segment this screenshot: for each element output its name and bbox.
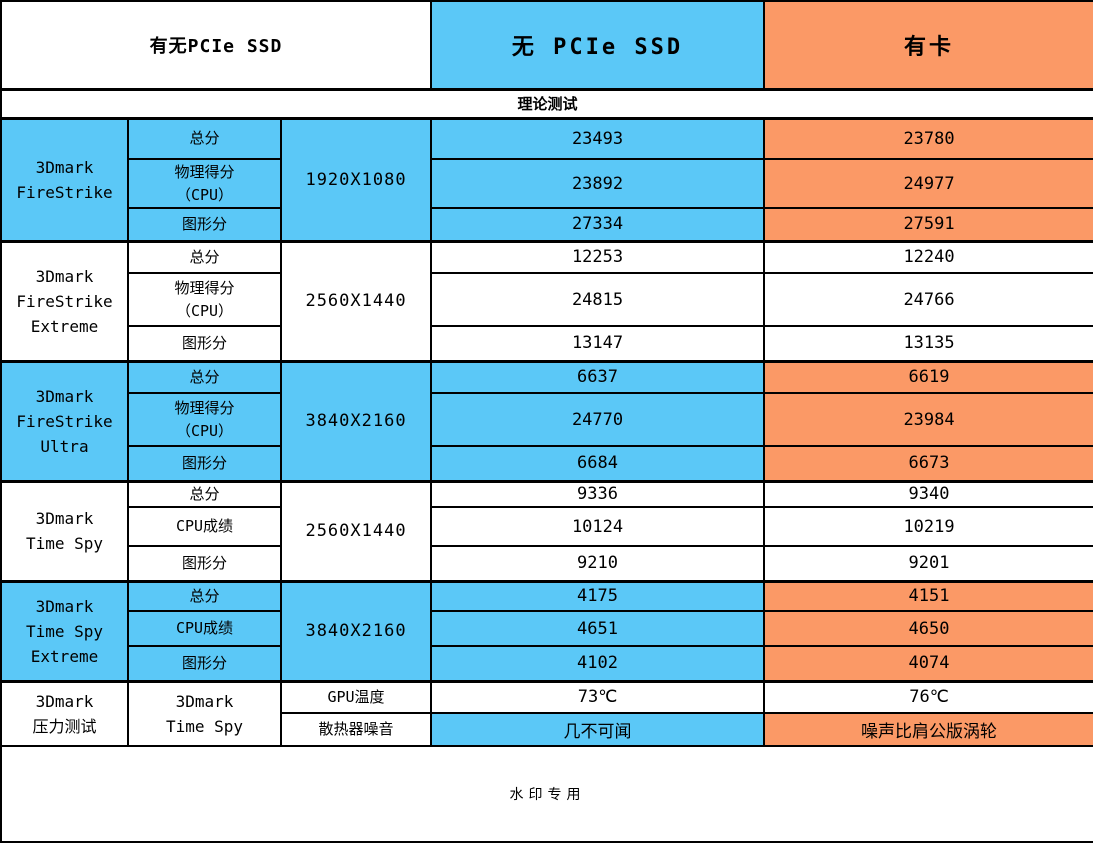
value-with-card: 4151 [763, 579, 1093, 612]
value-with-card: 23984 [763, 392, 1093, 447]
metric-label-cell: 物理得分 （CPU） [127, 158, 282, 209]
value-with-card: 6619 [763, 359, 1093, 394]
metric-label-cell: GPU温度 [279, 679, 433, 714]
value-with-card: 4650 [763, 610, 1093, 647]
value-no-pcie-ssd: 24770 [430, 392, 766, 447]
value-no-pcie-ssd: 12253 [430, 239, 766, 274]
value-with-card: 6673 [763, 445, 1093, 482]
test-name-cell: 3Dmark FireStrike [0, 116, 129, 242]
value-no-pcie-ssd: 6684 [430, 445, 766, 482]
stress-test-name-cell: 3Dmark 压力测试 [0, 679, 129, 747]
header-col-with-card: 有卡 [763, 0, 1093, 90]
value-with-card: 27591 [763, 207, 1093, 242]
metric-label-cell: 总分 [127, 359, 282, 394]
value-no-pcie-ssd: 9210 [430, 545, 766, 582]
metric-label-cell: 物理得分 （CPU） [127, 392, 282, 447]
metric-label-cell: 图形分 [127, 445, 282, 482]
value-with-card: 9340 [763, 479, 1093, 508]
value-no-pcie-ssd: 10124 [430, 506, 766, 547]
metric-label-cell: 总分 [127, 579, 282, 612]
value-no-pcie-ssd: 13147 [430, 325, 766, 362]
metric-label-cell: 图形分 [127, 645, 282, 682]
value-with-card: 23780 [763, 116, 1093, 160]
metric-label-cell: CPU成绩 [127, 506, 282, 547]
value-no-pcie-ssd: 4175 [430, 579, 766, 612]
metric-label-cell: 图形分 [127, 207, 282, 242]
value-with-card: 24977 [763, 158, 1093, 209]
value-with-card: 噪声比肩公版涡轮 [763, 712, 1093, 747]
metric-label-cell: CPU成绩 [127, 610, 282, 647]
metric-label-cell: 总分 [127, 479, 282, 508]
metric-label-cell: 散热器噪音 [279, 712, 433, 747]
watermark-cell: 水印专用 [0, 745, 1093, 843]
value-no-pcie-ssd: 24815 [430, 272, 766, 327]
value-no-pcie-ssd: 23493 [430, 116, 766, 160]
value-with-card: 4074 [763, 645, 1093, 682]
resolution-cell: 2560X1440 [279, 479, 433, 582]
resolution-cell: 3840X2160 [279, 359, 433, 482]
metric-label-cell: 物理得分 （CPU） [127, 272, 282, 327]
test-name-cell: 3Dmark FireStrike Extreme [0, 239, 129, 362]
value-no-pcie-ssd: 6637 [430, 359, 766, 394]
header-col-no-pcie-ssd: 无 PCIe SSD [430, 0, 766, 90]
value-with-card: 24766 [763, 272, 1093, 327]
test-name-cell: 3Dmark FireStrike Ultra [0, 359, 129, 482]
metric-label-cell: 图形分 [127, 325, 282, 362]
value-with-card: 76℃ [763, 679, 1093, 714]
test-name-cell: 3Dmark Time Spy [0, 479, 129, 582]
value-no-pcie-ssd: 73℃ [430, 679, 766, 714]
test-name-cell: 3Dmark Time Spy Extreme [0, 579, 129, 682]
resolution-cell: 3840X2160 [279, 579, 433, 682]
stress-test-sub-cell: 3Dmark Time Spy [127, 679, 282, 747]
section-title-cell: 理论测试 [0, 87, 1093, 119]
resolution-cell: 1920X1080 [279, 116, 433, 242]
value-no-pcie-ssd: 27334 [430, 207, 766, 242]
value-no-pcie-ssd: 4651 [430, 610, 766, 647]
header-row-label-cell: 有无PCIe SSD [0, 0, 433, 90]
metric-label-cell: 总分 [127, 239, 282, 274]
value-no-pcie-ssd: 4102 [430, 645, 766, 682]
value-with-card: 9201 [763, 545, 1093, 582]
resolution-cell: 2560X1440 [279, 239, 433, 362]
value-with-card: 10219 [763, 506, 1093, 547]
value-with-card: 13135 [763, 325, 1093, 362]
metric-label-cell: 图形分 [127, 545, 282, 582]
value-with-card: 12240 [763, 239, 1093, 274]
metric-label-cell: 总分 [127, 116, 282, 160]
value-no-pcie-ssd: 9336 [430, 479, 766, 508]
value-no-pcie-ssd: 23892 [430, 158, 766, 209]
value-no-pcie-ssd: 几不可闻 [430, 712, 766, 747]
